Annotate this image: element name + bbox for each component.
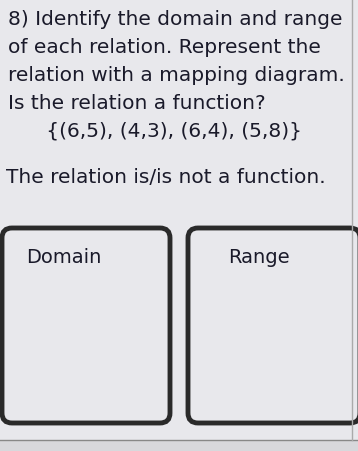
Text: of each relation. Represent the: of each relation. Represent the <box>8 38 321 57</box>
Text: Domain: Domain <box>26 248 101 267</box>
FancyBboxPatch shape <box>2 228 170 423</box>
Text: Range: Range <box>228 248 290 267</box>
FancyBboxPatch shape <box>188 228 358 423</box>
FancyBboxPatch shape <box>0 0 358 440</box>
Text: Is the relation a function?: Is the relation a function? <box>8 94 266 113</box>
Text: The relation is/is not a function.: The relation is/is not a function. <box>6 168 326 187</box>
Text: 8) Identify the domain and range: 8) Identify the domain and range <box>8 10 343 29</box>
Text: relation with a mapping diagram.: relation with a mapping diagram. <box>8 66 345 85</box>
Text: {(6,5), (4,3), (6,4), (5,8)}: {(6,5), (4,3), (6,4), (5,8)} <box>8 122 302 141</box>
